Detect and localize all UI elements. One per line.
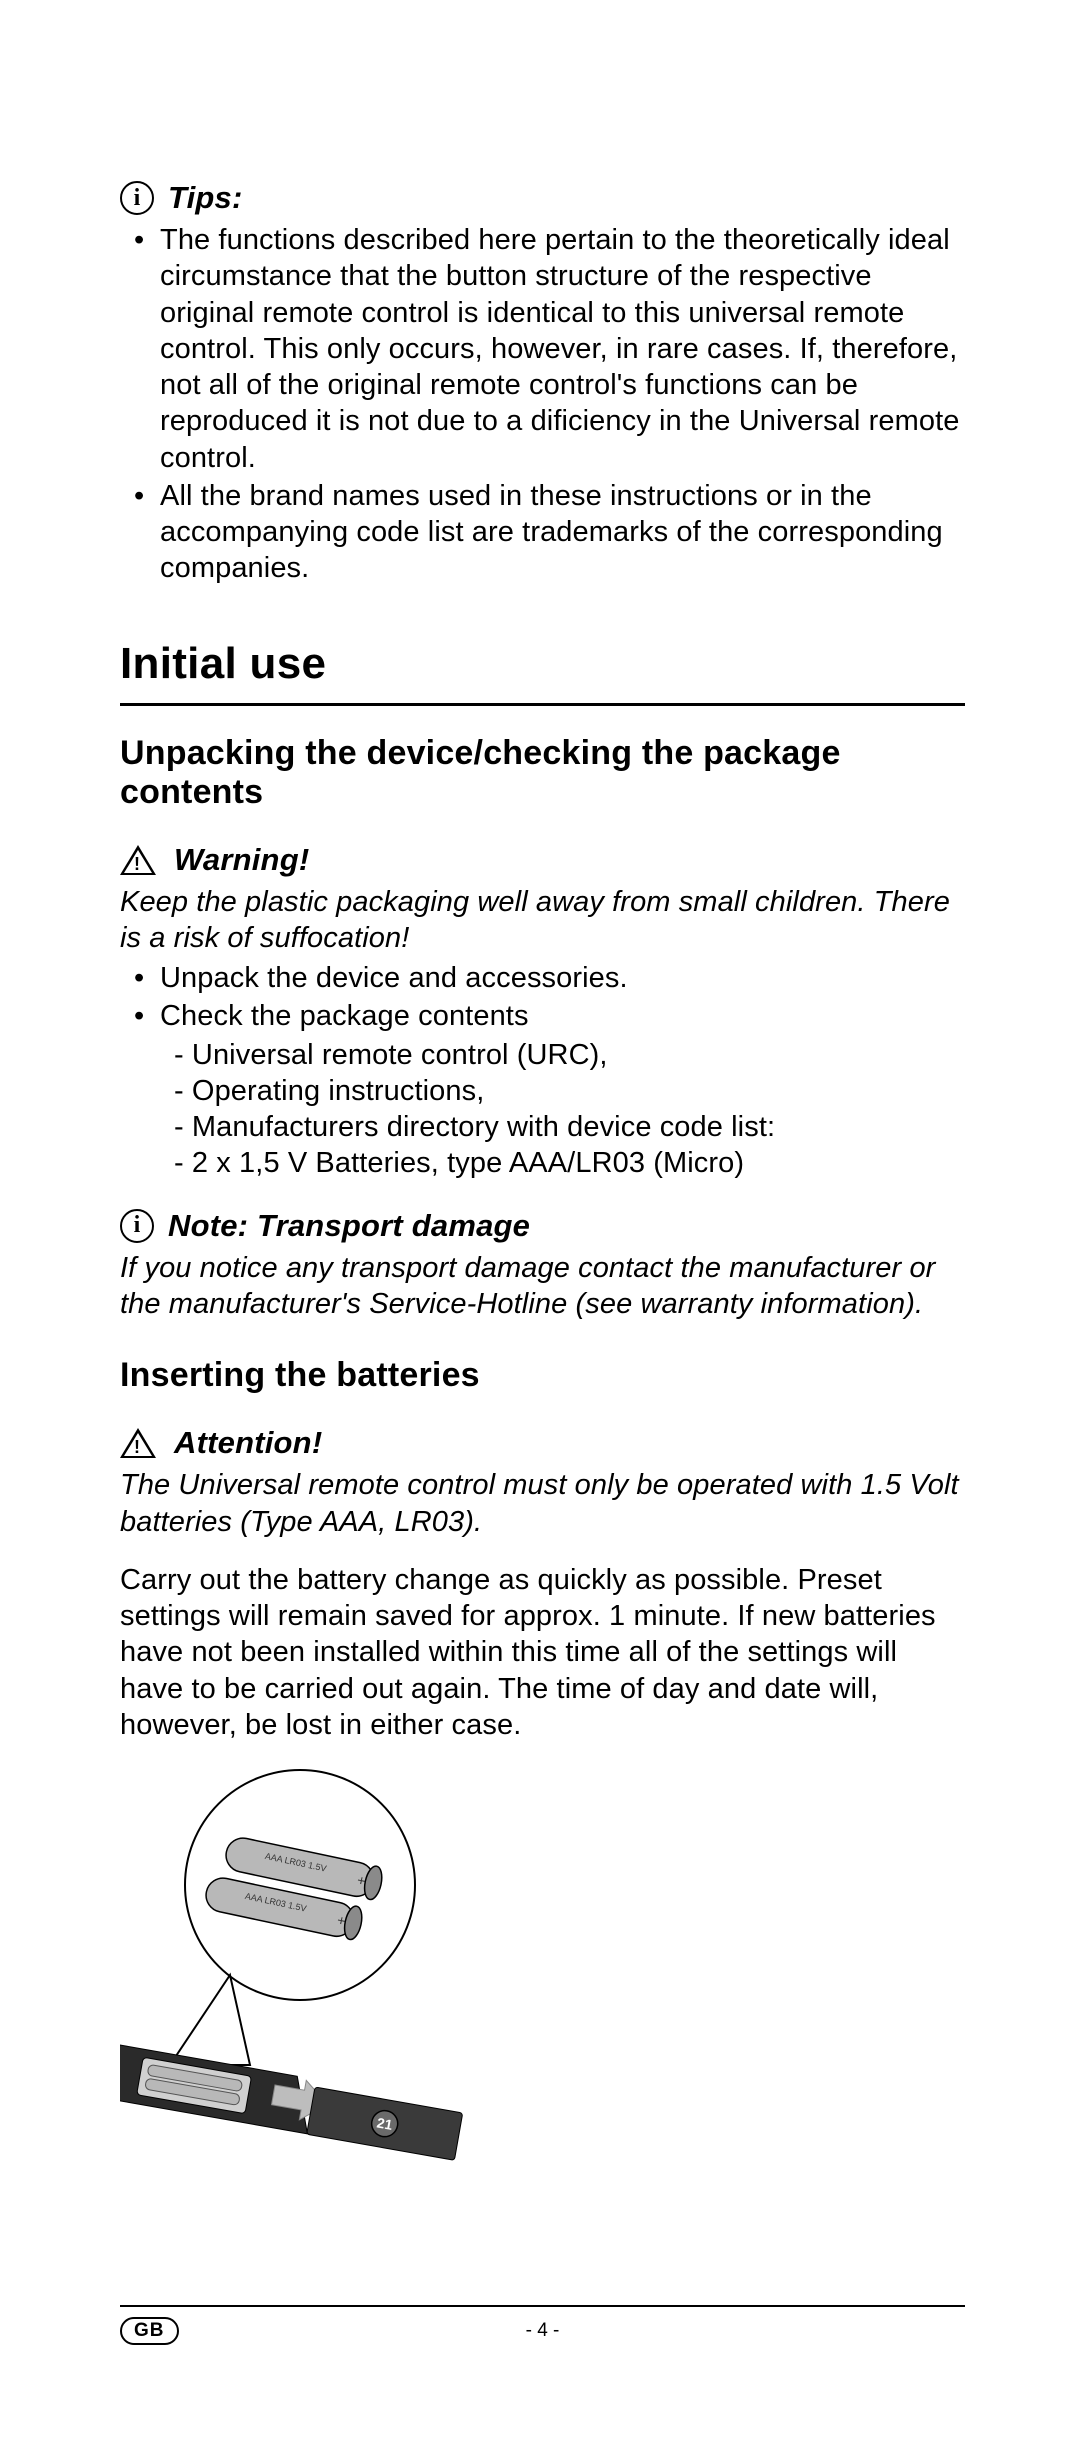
package-item: - 2 x 1,5 V Batteries, type AAA/LR03 (Mi… [174,1145,965,1181]
package-item: - Universal remote control (URC), [174,1037,965,1073]
page-number: - 4 - [120,2320,965,2342]
manual-page: i Tips: The functions described here per… [0,0,1080,2455]
unpacking-bullets: Unpack the device and accessories. Check… [120,960,965,1035]
tips-list: The functions described here pertain to … [120,222,965,587]
callout-leader [170,1975,250,2065]
section-rule [120,703,965,706]
warning-icon: ! [120,845,156,875]
package-contents-list: - Universal remote control (URC), - Oper… [120,1037,965,1182]
battery-figure-svg: AAA LR03 1.5V + AAA LR03 1.5V + [120,1765,480,2165]
warning-icon: ! [120,1428,156,1458]
warning-row: ! Warning! [120,842,965,878]
page-footer: GB - 4 - [120,2305,965,2345]
note-text: If you notice any transport damage conta… [120,1250,965,1323]
attention-text: The Universal remote control must only b… [120,1467,965,1540]
footer-rule [120,2305,965,2307]
package-item: - Manufacturers directory with device co… [174,1109,965,1145]
note-row: i Note: Transport damage [120,1208,965,1244]
battery-body-text: Carry out the battery change as quickly … [120,1562,965,1743]
battery-cover: 21 [307,2087,463,2160]
tips-heading-row: i Tips: [120,180,965,216]
warning-label: Warning! [174,842,309,878]
package-item: - Operating instructions, [174,1073,965,1109]
footer-row: GB - 4 - [120,2317,965,2345]
tips-heading: Tips: [168,180,243,216]
tips-item: The functions described here pertain to … [160,222,965,476]
note-label: Note: Transport damage [168,1208,530,1244]
battery-figure: AAA LR03 1.5V + AAA LR03 1.5V + [120,1765,965,2170]
info-icon: i [120,1209,154,1243]
subsection-batteries-heading: Inserting the batteries [120,1356,965,1395]
info-icon: i [120,181,154,215]
section-title-initial-use: Initial use [120,639,965,689]
attention-row: ! Attention! [120,1425,965,1461]
unpacking-bullet: Check the package contents [160,998,965,1034]
subsection-unpacking-heading: Unpacking the device/checking the packag… [120,734,965,812]
attention-label: Attention! [174,1425,322,1461]
unpacking-bullet: Unpack the device and accessories. [160,960,965,996]
callout-number: 21 [376,2114,394,2132]
warning-text: Keep the plastic packaging well away fro… [120,884,965,957]
tips-item: All the brand names used in these instru… [160,478,965,587]
